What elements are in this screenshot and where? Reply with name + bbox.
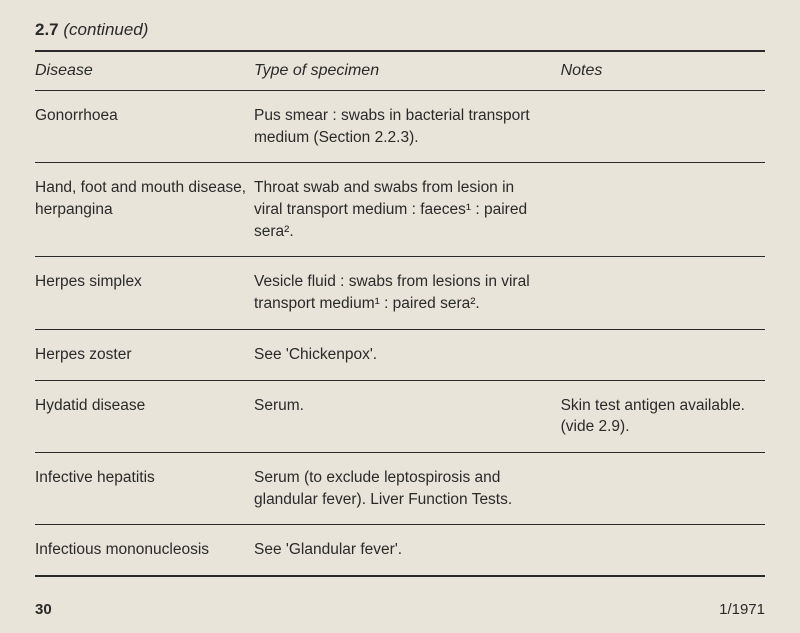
table-header-row: Disease Type of specimen Notes <box>35 51 765 91</box>
cell-disease: Herpes simplex <box>35 257 254 329</box>
section-header: 2.7 (continued) <box>35 20 765 40</box>
cell-notes <box>561 329 765 380</box>
cell-specimen: Throat swab and swabs from lesion in vir… <box>254 163 561 257</box>
cell-notes <box>561 525 765 576</box>
cell-disease: Hydatid disease <box>35 380 254 452</box>
table-row: Gonorrhoea Pus smear : swabs in bacteria… <box>35 91 765 163</box>
col-header-specimen: Type of specimen <box>254 51 561 91</box>
cell-disease: Hand, foot and mouth disease, herpangina <box>35 163 254 257</box>
table-row: Hydatid disease Serum. Skin test antigen… <box>35 380 765 452</box>
page-number: 30 <box>35 601 52 618</box>
cell-specimen: See 'Glandular fever'. <box>254 525 561 576</box>
cell-notes: Skin test antigen available. (vide 2.9). <box>561 380 765 452</box>
cell-specimen: Serum. <box>254 380 561 452</box>
table-row: Infective hepatitis Serum (to exclude le… <box>35 452 765 524</box>
cell-specimen: Serum (to exclude leptospirosis and glan… <box>254 452 561 524</box>
cell-specimen: See 'Chickenpox'. <box>254 329 561 380</box>
specimen-table: Disease Type of specimen Notes Gonorrhoe… <box>35 50 765 577</box>
page-date: 1/1971 <box>719 601 765 618</box>
cell-disease: Gonorrhoea <box>35 91 254 163</box>
cell-notes <box>561 163 765 257</box>
cell-disease: Infective hepatitis <box>35 452 254 524</box>
continued-label: (continued) <box>63 20 148 39</box>
col-header-notes: Notes <box>561 51 765 91</box>
table-row: Infectious mononucleosis See 'Glandular … <box>35 525 765 576</box>
page-footer: 30 1/1971 <box>35 601 765 618</box>
table-row: Herpes zoster See 'Chickenpox'. <box>35 329 765 380</box>
table-row: Herpes simplex Vesicle fluid : swabs fro… <box>35 257 765 329</box>
cell-disease: Infectious mononucleosis <box>35 525 254 576</box>
col-header-disease: Disease <box>35 51 254 91</box>
table-row: Hand, foot and mouth disease, herpangina… <box>35 163 765 257</box>
cell-notes <box>561 452 765 524</box>
section-number: 2.7 <box>35 20 59 39</box>
cell-specimen: Pus smear : swabs in bacterial transport… <box>254 91 561 163</box>
cell-specimen: Vesicle fluid : swabs from lesions in vi… <box>254 257 561 329</box>
cell-notes <box>561 257 765 329</box>
cell-disease: Herpes zoster <box>35 329 254 380</box>
cell-notes <box>561 91 765 163</box>
